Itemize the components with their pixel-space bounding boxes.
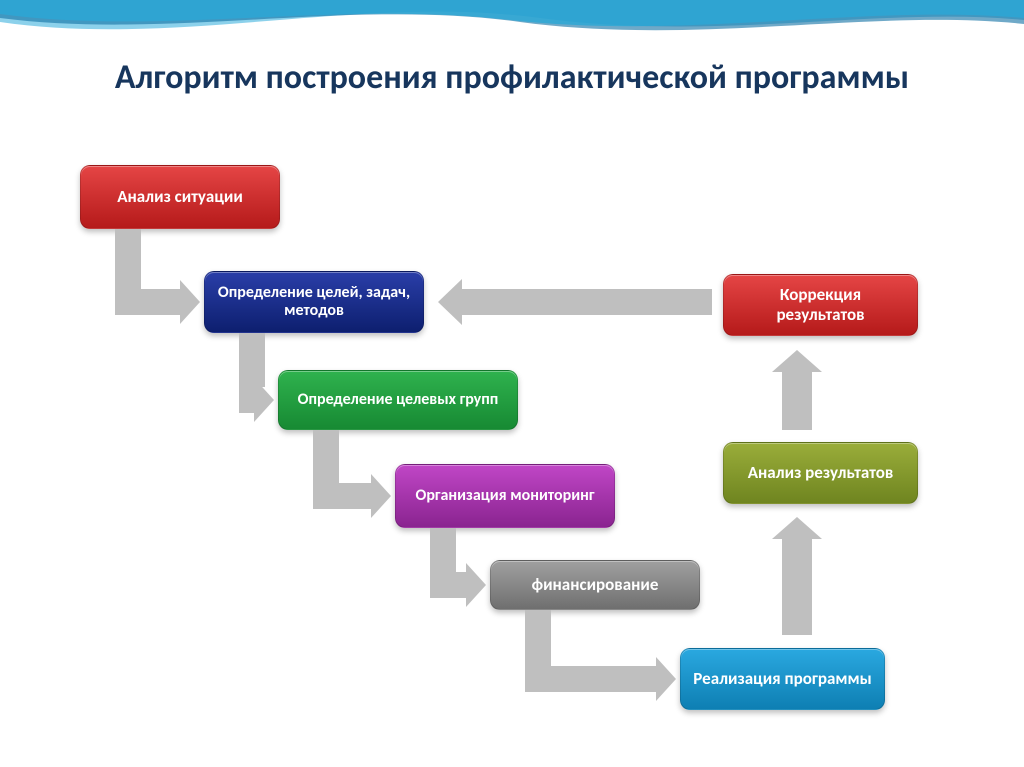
flow-arrows [0,0,1024,767]
